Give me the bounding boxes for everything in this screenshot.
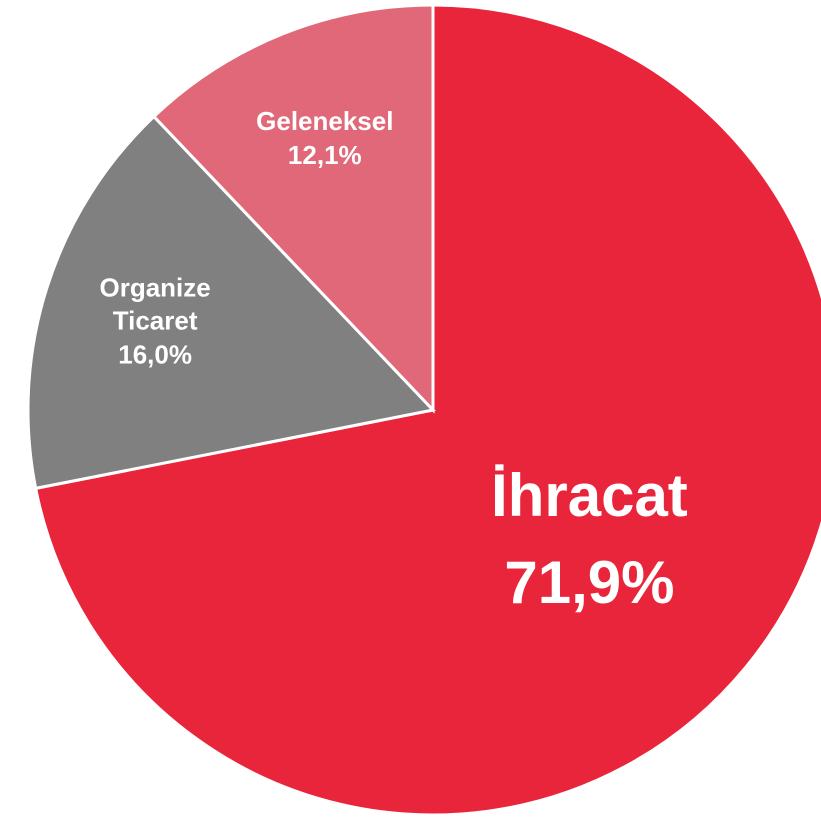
- slice-label: Organize Ticaret 16,0%: [70, 271, 240, 372]
- slice-value: 16,0%: [118, 339, 192, 370]
- slice-label: Geleneksel 12,1%: [240, 105, 410, 173]
- slice-name: İhracat: [491, 461, 688, 529]
- slice-name: Geleneksel: [256, 106, 394, 137]
- slice-name: Organize Ticaret: [99, 271, 211, 336]
- slice-value: 12,1%: [287, 140, 362, 171]
- pie-slice: [26, 114, 436, 491]
- slice-label: İhracat 71,9%: [474, 452, 704, 626]
- slice-value: 71,9%: [504, 548, 675, 616]
- pie-slice: [151, 3, 435, 414]
- pie-slice: [33, 3, 821, 817]
